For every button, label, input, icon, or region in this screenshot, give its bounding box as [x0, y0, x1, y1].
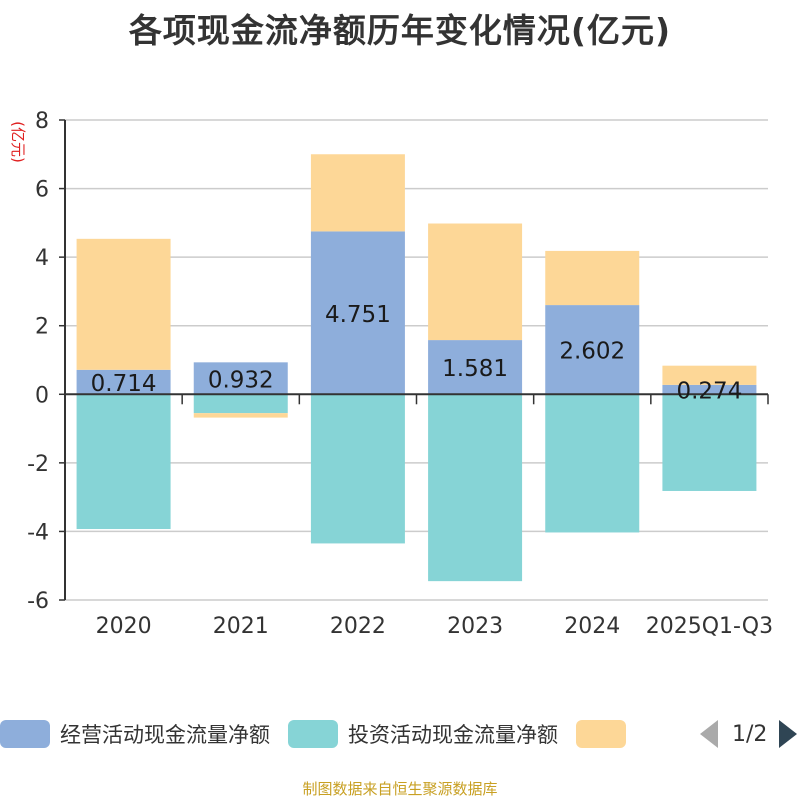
bar-financing-2022: [310, 154, 405, 232]
pager-text: 1/2: [732, 721, 768, 747]
legend: 经营活动现金流量净额 投资活动现金流量净额: [0, 716, 800, 752]
bar-operating-2024: [545, 305, 640, 395]
x-tick-label: 2021: [213, 614, 269, 639]
bar-investing-2020: [76, 394, 171, 530]
y-tick-label: -4: [27, 520, 49, 545]
data-label: 0.932: [208, 367, 274, 393]
x-tick-label: 2020: [96, 614, 152, 639]
legend-item-investing[interactable]: 投资活动现金流量净额: [288, 719, 558, 749]
bar-operating-2020: [76, 369, 171, 395]
chart-title: 各项现金流净额历年变化情况(亿元): [128, 11, 672, 50]
legend-swatch-investing: [288, 720, 338, 748]
bar-investing-2022: [310, 394, 405, 544]
bar-investing-2024: [545, 394, 640, 533]
bar-financing-2020: [76, 238, 171, 370]
legend-swatch-financing: [576, 720, 626, 748]
data-label: 2.602: [559, 339, 625, 365]
bar-financing-2021: [193, 413, 288, 418]
legend-label-operating: 经营活动现金流量净额: [60, 723, 270, 747]
y-tick-label: 2: [35, 315, 49, 340]
bar-investing-2023: [428, 394, 523, 582]
bar-financing-2025Q1-Q3: [662, 365, 757, 385]
data-label: 4.751: [325, 302, 391, 328]
legend-pager: 1/2: [700, 716, 798, 752]
y-tick-label: -2: [27, 452, 49, 477]
bar-operating-2025Q1-Q3: [662, 384, 757, 395]
y-axis-label: (亿元): [9, 121, 27, 163]
x-tick-label: 2025Q1-Q3: [646, 614, 773, 639]
x-tick-label: 2022: [330, 614, 386, 639]
legend-item-operating[interactable]: 经营活动现金流量净额: [0, 719, 270, 749]
y-tick-label: 0: [35, 383, 49, 408]
bar-operating-2022: [310, 231, 405, 395]
legend-swatch-operating: [0, 720, 50, 748]
data-label: 0.274: [676, 379, 742, 405]
pager-next-icon[interactable]: [779, 720, 798, 748]
source-note: 制图数据来自恒生聚源数据库: [302, 780, 498, 798]
y-tick-label: -6: [27, 589, 49, 614]
bar-chart: 8 6 4 2 0 -2 -4 -6 (亿元) 2020 2021 2022 2023 2024 2025Q…: [9, 109, 773, 639]
data-label: 1.581: [442, 356, 508, 382]
y-tick-label: 8: [35, 109, 49, 134]
x-tick-label: 2024: [564, 614, 620, 639]
bar-investing-2025Q1-Q3: [662, 394, 757, 491]
bar-operating-2023: [428, 340, 523, 395]
pager-prev-icon[interactable]: [700, 720, 718, 748]
y-tick-label: 4: [35, 246, 49, 271]
bar-financing-2024: [545, 250, 640, 306]
bar-operating-2021: [193, 362, 288, 395]
x-tick-label: 2023: [447, 614, 503, 639]
bar-investing-2021: [193, 394, 288, 414]
y-tick-label: 6: [35, 178, 49, 203]
bar-financing-2023: [428, 223, 523, 341]
legend-label-investing: 投资活动现金流量净额: [348, 723, 558, 747]
legend-item-financing[interactable]: [576, 720, 636, 748]
data-label: 0.714: [91, 371, 157, 397]
